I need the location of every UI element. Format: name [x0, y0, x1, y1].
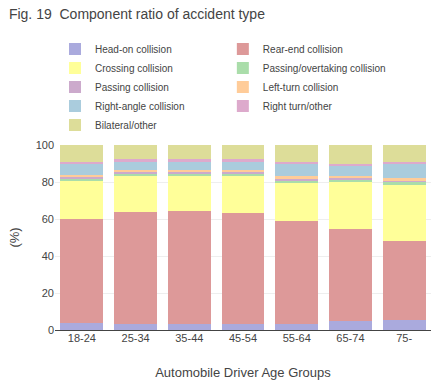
svg-text:55-64: 55-64 [283, 332, 311, 344]
svg-text:Passing/overtaking collision: Passing/overtaking collision [263, 63, 386, 74]
svg-text:Head-on collision: Head-on collision [95, 44, 172, 55]
svg-text:Right turn/other: Right turn/other [263, 101, 333, 112]
svg-text:80: 80 [42, 176, 54, 188]
svg-text:(%): (%) [7, 227, 22, 247]
svg-text:0: 0 [48, 324, 54, 336]
svg-text:Passing collision: Passing collision [95, 82, 169, 93]
svg-text:18-24: 18-24 [68, 332, 96, 344]
svg-text:60: 60 [42, 213, 54, 225]
svg-text:45-54: 45-54 [229, 332, 257, 344]
svg-text:Right-angle collision: Right-angle collision [95, 101, 185, 112]
svg-text:Left-turn collision: Left-turn collision [263, 82, 339, 93]
svg-text:Fig. 19 Component ratio of ac: Fig. 19 Component ratio of accident type [9, 6, 265, 22]
svg-text:Automobile Driver Age Groups: Automobile Driver Age Groups [155, 365, 331, 380]
svg-text:35-44: 35-44 [175, 332, 203, 344]
svg-text:Bilateral/other: Bilateral/other [95, 120, 157, 131]
svg-text:75-: 75- [396, 332, 412, 344]
svg-text:25-34: 25-34 [121, 332, 149, 344]
svg-text:20: 20 [42, 287, 54, 299]
svg-text:65-74: 65-74 [336, 332, 364, 344]
svg-text:40: 40 [42, 250, 54, 262]
svg-text:Rear-end collision: Rear-end collision [263, 44, 343, 55]
svg-text:Crossing collision: Crossing collision [95, 63, 173, 74]
svg-text:100: 100 [36, 139, 54, 151]
